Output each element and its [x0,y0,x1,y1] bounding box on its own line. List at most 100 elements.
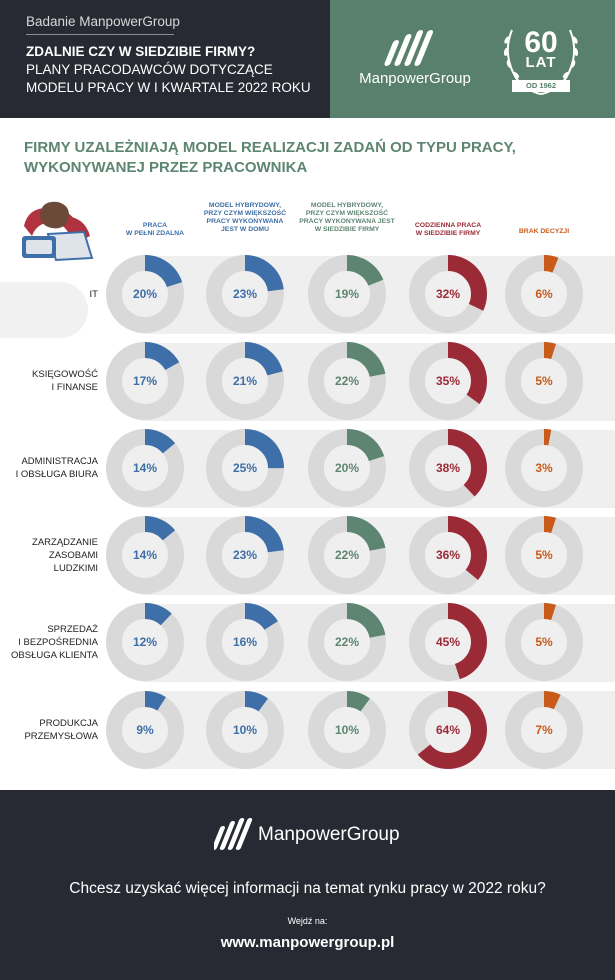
value-label: 35% [436,374,460,388]
value-label: 3% [535,461,553,475]
donut-segment [505,603,583,681]
row-label: ADMINISTRACJA I OBSŁUGA BIURA [0,455,98,481]
donut-chart: 17% [106,342,184,420]
value-label: 22% [335,548,359,562]
anniversary-badge: 60 LAT OD 1962 [498,8,584,100]
footer: ManpowerGroup Chcesz uzyskać więcej info… [0,790,615,980]
manpower-logo-icon [214,818,253,850]
column-header-line: PRACA [142,222,168,229]
donut-segment [409,255,487,333]
decorative-band [0,282,88,338]
row-label: KSIĘGOWOŚĆ I FINANSE [0,368,98,394]
value-label: 17% [133,374,157,388]
header-title: ZDALNIE CZY W SIEDZIBIE FIRMY? [26,44,256,59]
row-label-line: I BEZPOŚREDNIA [18,636,98,648]
value-label: 20% [335,461,359,475]
column-header-line: W SIEDZIBIE FIRMY [415,230,481,237]
column-header-line: PRZY CZYM WIĘKSZOŚĆ [305,210,389,217]
badge-since: OD 1962 [512,80,570,92]
value-label: 45% [436,635,460,649]
donut-segment [505,691,583,769]
column-header-line: CODZIENNA PRACA [414,222,482,229]
donut-chart: 38% [409,429,487,507]
row-label-line: ADMINISTRACJA [21,456,98,467]
section-title: FIRMY UZALEŻNIAJĄ MODEL REALIZACJI ZADAŃ… [24,138,584,178]
column-header-line: PRACY WYKONYWANA [206,218,284,225]
badge-unit: LAT [525,54,557,71]
row-label-line: I FINANSE [51,382,98,393]
header-subtitle: Badanie ManpowerGroup [26,14,180,29]
donut-segment [308,516,386,594]
row-label-line: SPRZEDAŻ [47,623,98,635]
value-label: 14% [133,548,157,562]
donut-chart: 22% [308,516,386,594]
donut-segment [206,691,284,769]
column-header-line: PRZY CZYM WIĘKSZOŚĆ [203,210,287,217]
donut-segment [308,691,386,769]
person-laptop-icon [22,201,94,262]
donut-chart: 20% [308,429,386,507]
donut-segment [409,342,487,420]
header-title-line3: MODELU PRACY W I KWARTALE 2022 ROKU [26,80,311,95]
donut-chart: 36% [409,516,487,594]
donut-segment [106,691,184,769]
donut-segment [106,255,184,333]
column-header-line: BRAK DECYZJI [518,228,570,235]
donut-chart: 10% [308,691,386,769]
donut-segment [206,255,284,333]
donut-chart: 9% [106,691,184,769]
column-header-line: JEST W DOMU [221,226,269,233]
footer-visit-label: Wejdź na: [287,916,328,926]
row-label-line: PRZEMYSŁOWA [24,731,98,742]
donut-segment [409,516,487,594]
section-title-line1: FIRMY UZALEŻNIAJĄ MODEL REALIZACJI ZADAŃ… [24,139,516,156]
value-label: 22% [335,635,359,649]
donut-segment [106,342,184,420]
column-header-line: W PEŁNI ZDALNA [125,230,185,237]
donut-segment [206,429,284,507]
column-header-line: W SIEDZIBIE FIRMY [314,226,380,233]
row-label-line: I OBSŁUGA BIURA [15,469,98,480]
column-header-3: CODZIENNA PRACA W SIEDZIBIE FIRMY [398,222,498,238]
row-label: IT [0,288,98,301]
donut-segment [106,429,184,507]
row-label: PRODUKCJA PRZEMYSŁOWA [0,717,98,743]
value-label: 10% [335,723,359,737]
laurel-icon: 60 [503,26,579,95]
donut-chart: 64% [409,691,487,769]
value-label: 12% [133,635,157,649]
section-title-line2: WYKONYWANEJ PRZEZ PRACOWNIKA [24,159,308,176]
value-label: 10% [233,723,257,737]
value-label: 5% [535,548,553,562]
column-header-2: MODEL HYBRYDOWY, PRZY CZYM WIĘKSZOŚĆ PRACY… [297,202,397,234]
donut-segment [505,429,583,507]
donut-segment [206,603,284,681]
donut-chart: 7% [505,691,583,769]
donut-segment [409,429,487,507]
donut-chart: 23% [206,516,284,594]
value-label: 38% [436,461,460,475]
donut-chart: 22% [308,342,386,420]
donut-chart: 21% [206,342,284,420]
donut-segment [308,255,386,333]
row-label-line: KSIĘGOWOŚĆ [32,369,98,380]
value-label: 5% [535,374,553,388]
column-header-0: PRACA W PEŁNI ZDALNA [105,222,205,238]
value-label: 20% [133,287,157,301]
header-title-line2: PLANY PRACODAWCÓW DOTYCZĄCE [26,62,273,77]
footer-brand: ManpowerGroup [258,824,400,845]
donut-segment [409,603,487,681]
website-link[interactable]: www.manpowergroup.pl [220,934,395,951]
footer-question: Chcesz uzyskać więcej informacji na tema… [69,880,546,897]
row-label-line: PRODUKCJA [39,718,98,729]
donut-segment [206,342,284,420]
value-label: 19% [335,287,359,301]
row-label-line: LUDZKIMI [53,562,98,574]
donut-segment [308,603,386,681]
value-label: 32% [436,287,460,301]
donut-segment [505,516,583,594]
row-label-line: ZASOBAMI [48,549,98,561]
row-label: ZARZĄDZANIE ZASOBAMI LUDZKIMI [0,536,98,575]
donut-chart: 16% [206,603,284,681]
donut-segment [308,342,386,420]
